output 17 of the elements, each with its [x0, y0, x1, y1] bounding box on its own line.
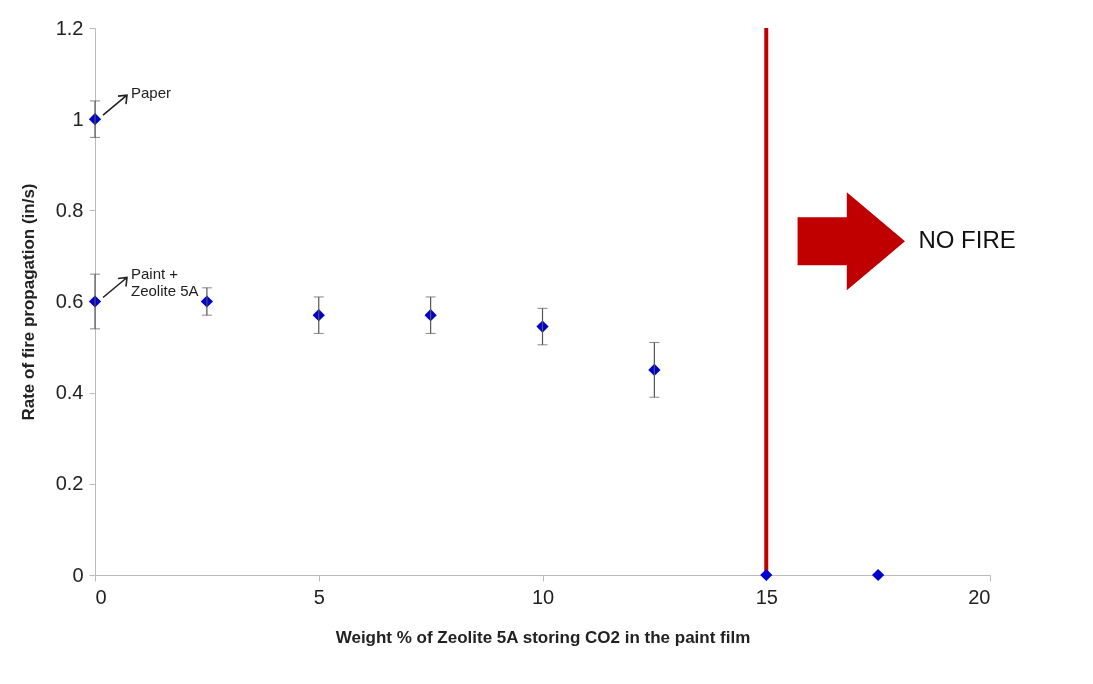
y-tick-label: 0 [72, 563, 84, 586]
y-tick-label: 0.4 [55, 381, 84, 404]
annotation: Paper [131, 84, 172, 102]
x-tick-label: 0 [95, 585, 107, 608]
x-axis-title: Weight % of Zeolite 5A storing CO2 in the paint film [335, 627, 751, 647]
x-tick-label: 20 [968, 585, 991, 608]
annotation: Paint + Zeolite 5A [131, 264, 199, 299]
y-tick-label: 1 [72, 107, 84, 130]
annotation: NO FIRE [918, 226, 1016, 254]
x-tick-label: 15 [755, 585, 778, 608]
x-tick-label: 5 [313, 585, 325, 608]
y-tick-label: 0.6 [55, 290, 84, 312]
x-tick-label: 10 [531, 585, 555, 608]
y-tick-label: 0.8 [55, 198, 84, 221]
y-tick-label: 1.2 [55, 16, 84, 39]
y-axis-title: Rate of fire propagation (in/s) [18, 183, 38, 421]
y-tick-label: 0.2 [55, 472, 84, 495]
